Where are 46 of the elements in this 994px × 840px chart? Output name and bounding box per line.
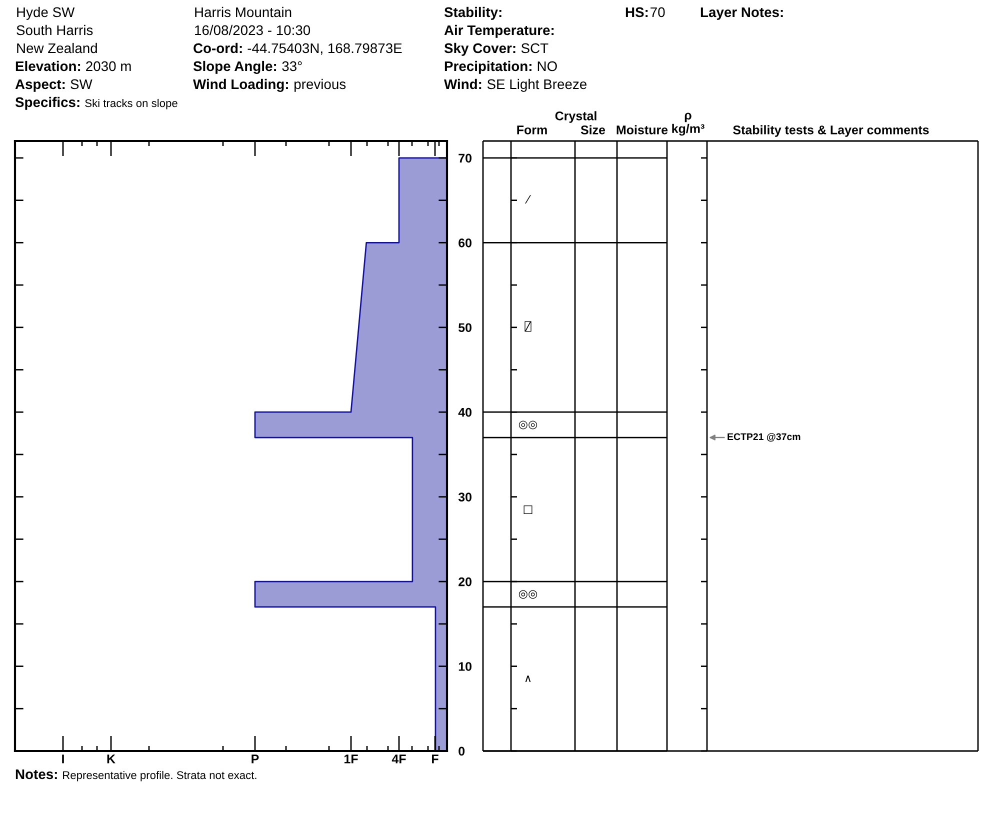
text: Form — [517, 126, 547, 134]
text: ⁄ — [525, 195, 531, 204]
text: ∧ — [525, 676, 531, 682]
text: □ — [524, 505, 532, 514]
text: Slope Angle: 33° — [193, 60, 302, 74]
y-tick-label: 60 — [458, 238, 472, 248]
text: 1F — [344, 754, 358, 764]
text: Size — [580, 125, 606, 134]
y-tick-label: 50 — [458, 323, 472, 332]
text: Stability tests & Layer comments — [733, 125, 929, 137]
text: Layer Notes: — [700, 7, 783, 20]
text: Notes: Representative profile. Strata not exact. — [16, 769, 256, 782]
text: Specifics: Ski tracks on slope — [15, 96, 178, 110]
text: ⍁ — [524, 321, 532, 332]
text: South Harris — [16, 24, 93, 36]
text: Air Temperature: — [444, 24, 554, 38]
text: Precipitation: NO — [444, 60, 557, 74]
text: K — [107, 754, 116, 764]
text: Elevation: 2030 m — [16, 60, 131, 72]
y-tick-label: 40 — [458, 408, 472, 417]
text: HS:70 — [626, 7, 665, 18]
text: 16/08/2023 - 10:30 — [195, 24, 310, 36]
text: Sky Cover: SCT — [444, 42, 548, 56]
text: P — [252, 754, 259, 764]
y-tick-label: 20 — [458, 577, 472, 586]
text: F — [432, 754, 438, 764]
text: Co-ord: -44.75403N, 168.79873E — [194, 42, 402, 55]
text: Hyde SW — [17, 6, 75, 20]
y-tick-label: 30 — [458, 492, 472, 502]
text: 4F — [392, 754, 406, 764]
text: ◎◎ — [518, 590, 538, 599]
y-tick-label: 10 — [458, 662, 472, 671]
text: New Zealand — [17, 42, 97, 54]
text: Wind Loading: previous — [193, 78, 346, 92]
text: Crystal — [555, 111, 596, 123]
text: ◎◎ — [518, 420, 538, 430]
text: ECTP21 @37cm — [728, 433, 800, 442]
text: Moisture — [616, 125, 668, 134]
text: Harris Mountain — [195, 6, 292, 18]
y-tick-label: 0 — [458, 746, 465, 756]
text: Stability: — [444, 6, 502, 20]
text: I — [62, 754, 64, 764]
text: ρ kg/m³ — [672, 112, 704, 136]
y-tick-label: 70 — [458, 154, 472, 163]
text: Aspect: SW — [15, 79, 92, 92]
text: Wind: SE Light Breeze — [444, 78, 586, 92]
